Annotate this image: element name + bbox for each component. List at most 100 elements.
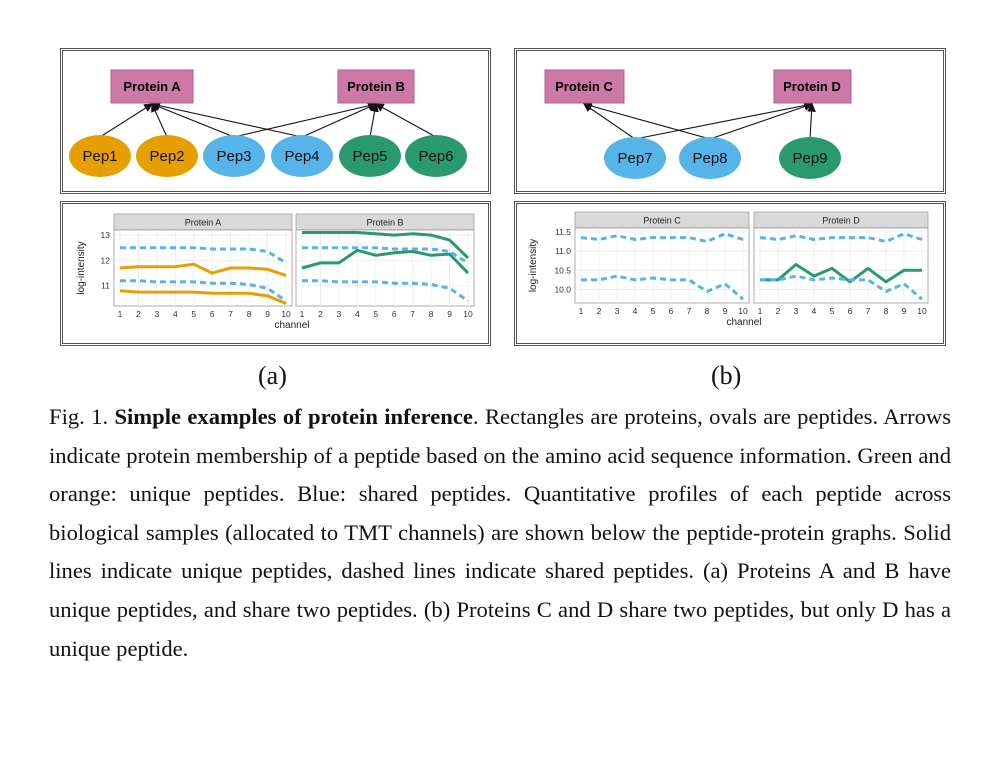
shared-peptide-line — [759, 232, 923, 243]
facet-panel: Protein B 1 2 3 4 5 6 7 8 9 10 — [295, 213, 475, 319]
peptide-label: Pep6 — [418, 148, 453, 165]
peptides-b: Pep7 Pep8 Pep9 — [604, 137, 841, 179]
membership-arrow — [634, 101, 814, 140]
panel-b-chart-box: log-intensity Protein C 1 2 3 4 5 6 7 8 9 10 10.0 10.… — [514, 201, 946, 346]
protein-a-label: Protein A — [123, 79, 181, 94]
peptide-label: Pep3 — [216, 148, 251, 165]
peptide-oval — [679, 137, 741, 179]
x-tick-label: 1 — [579, 306, 584, 316]
edges-b — [582, 101, 816, 140]
x-tick-label: 2 — [318, 309, 323, 319]
x-tick-label: 10 — [463, 309, 473, 319]
shared-peptide-line — [120, 279, 287, 303]
peptide-label: Pep4 — [284, 148, 319, 165]
x-tick-label: 4 — [173, 309, 178, 319]
peptide-oval — [69, 135, 131, 177]
x-tick-label: 8 — [884, 306, 889, 316]
x-tick-label: 10 — [738, 306, 748, 316]
membership-arrow — [583, 103, 636, 140]
edges-a — [99, 101, 437, 138]
x-tick-label: 3 — [794, 306, 799, 316]
y-tick-label: 10.5 — [554, 265, 571, 275]
unique-peptide-line — [302, 231, 470, 259]
x-tick-label: 9 — [902, 306, 907, 316]
protein-c-rect — [544, 69, 625, 104]
x-tick-label: 9 — [447, 309, 452, 319]
membership-arrow — [369, 102, 379, 138]
x-tick-label: 3 — [337, 309, 342, 319]
membership-arrow — [150, 101, 303, 138]
peptide-oval — [339, 135, 401, 177]
unique-peptide-line — [119, 262, 287, 278]
x-tick-label: 1 — [118, 309, 123, 319]
shared-peptide-line — [302, 279, 469, 303]
x-tick-label: 6 — [669, 306, 674, 316]
y-tick-label: 11.0 — [555, 246, 571, 256]
panel-b-graph: Protein C Protein D Pep7 Pep8 Pep9 — [544, 69, 852, 179]
panel-b-chart: log-intensity Protein C 1 2 3 4 5 6 7 8 9 10 10.0 10.… — [528, 211, 929, 328]
peptide-label: Pep8 — [692, 150, 727, 167]
shared-peptide-line — [580, 232, 744, 243]
x-tick-label: 7 — [228, 309, 233, 319]
peptide-label: Pep5 — [352, 148, 387, 165]
membership-arrow — [150, 102, 235, 138]
y-tick-label: 12 — [101, 255, 111, 265]
protein-node: Protein A — [110, 69, 194, 104]
peptide-label: Pep7 — [617, 150, 652, 167]
caption-text: . Rectangles are proteins, ovals are pep… — [49, 404, 952, 661]
plot-area — [295, 229, 475, 307]
unique-peptide-line — [301, 248, 470, 275]
panel-b-label: (b) — [711, 361, 742, 390]
x-tick-label: 4 — [633, 306, 638, 316]
membership-arrow — [807, 102, 816, 140]
panel-a-graph: Protein A Protein B Pep1 Pep2 Pep3 Pep4 Pep5… — [69, 69, 467, 177]
shared-peptide-line — [760, 274, 923, 301]
peptide-oval — [405, 135, 467, 177]
facet-strip-label: Protein A — [185, 218, 222, 228]
x-axis-title: channel — [274, 320, 309, 331]
peptide-oval — [136, 135, 198, 177]
x-tick-label: 7 — [410, 309, 415, 319]
membership-arrow — [99, 103, 153, 138]
peptide-oval — [271, 135, 333, 177]
caption-prefix: Fig. 1. — [49, 404, 115, 429]
protein-c-label: Protein C — [555, 79, 613, 94]
peptide-label: Pep1 — [82, 148, 117, 165]
unique-peptide-line — [119, 289, 287, 305]
x-tick-label: 3 — [155, 309, 160, 319]
peptide-oval — [604, 137, 666, 179]
plot-area — [753, 227, 929, 304]
y-axis-title: log-intensity — [528, 239, 539, 292]
panel-a-chart-box: log-intensity Protein A 1 2 3 4 5 6 7 8 9 10 11 12 13 P… — [60, 201, 491, 346]
protein-node: Protein D — [773, 69, 852, 104]
x-tick-label: 9 — [265, 309, 270, 319]
membership-arrow — [375, 103, 437, 138]
x-tick-label: 6 — [848, 306, 853, 316]
x-tick-label: 5 — [830, 306, 835, 316]
facet-panel: Protein D 1 2 3 4 5 6 7 8 9 10 — [753, 211, 929, 316]
figure-caption: Fig. 1. Simple examples of protein infer… — [49, 398, 951, 668]
x-tick-label: 8 — [705, 306, 710, 316]
x-tick-label: 7 — [866, 306, 871, 316]
x-tick-label: 2 — [597, 306, 602, 316]
x-tick-label: 6 — [210, 309, 215, 319]
y-axis-title: log-intensity — [76, 241, 87, 294]
peptide-label: Pep9 — [792, 150, 827, 167]
y-tick-label: 11.5 — [555, 227, 571, 237]
x-tick-label: 9 — [723, 306, 728, 316]
x-axis-title: channel — [726, 317, 761, 328]
x-tick-label: 5 — [373, 309, 378, 319]
shared-peptide-line — [302, 246, 469, 265]
peptides-a: Pep1 Pep2 Pep3 Pep4 Pep5 Pep6 — [69, 135, 467, 177]
protein-node: Protein C — [544, 69, 625, 104]
x-tick-label: 2 — [776, 306, 781, 316]
membership-arrow — [233, 101, 378, 138]
protein-d-label: Protein D — [783, 79, 841, 94]
x-tick-label: 7 — [687, 306, 692, 316]
caption-title: Simple examples of protein inference — [114, 404, 473, 429]
protein-b-label: Protein B — [347, 79, 405, 94]
facet-strip-label: Protein D — [822, 216, 860, 226]
membership-arrow — [301, 103, 378, 138]
